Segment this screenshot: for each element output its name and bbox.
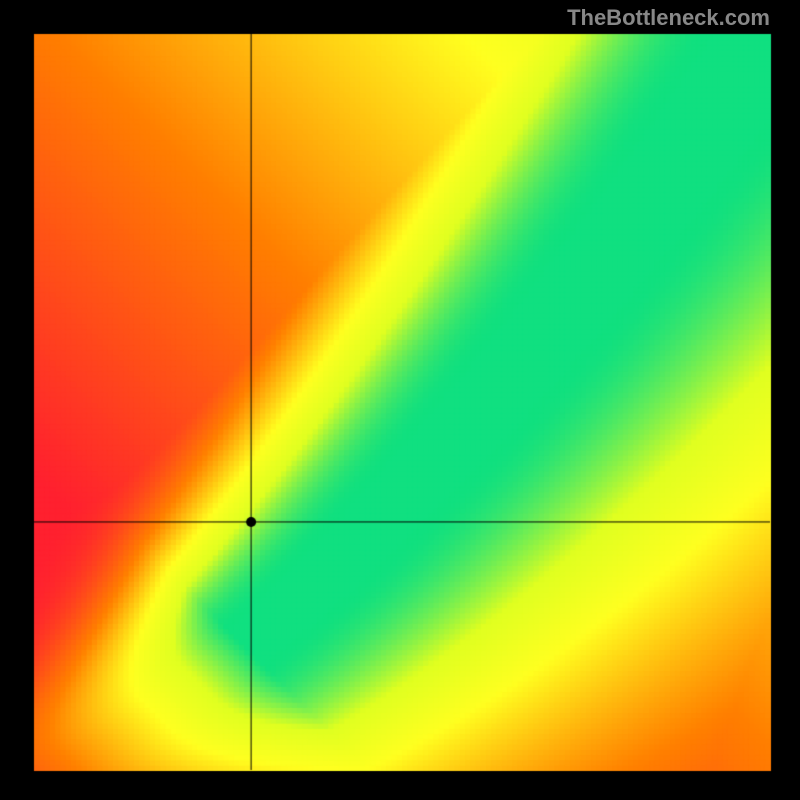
watermark: TheBottleneck.com <box>567 5 770 31</box>
bottleneck-heatmap <box>0 0 800 800</box>
chart-container: TheBottleneck.com <box>0 0 800 800</box>
